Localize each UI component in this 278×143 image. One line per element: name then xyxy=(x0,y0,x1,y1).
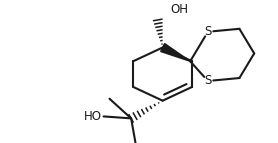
Polygon shape xyxy=(161,43,190,61)
Text: HO: HO xyxy=(84,110,101,123)
Text: OH: OH xyxy=(170,3,188,16)
Text: S: S xyxy=(204,25,212,38)
Text: S: S xyxy=(204,75,212,88)
